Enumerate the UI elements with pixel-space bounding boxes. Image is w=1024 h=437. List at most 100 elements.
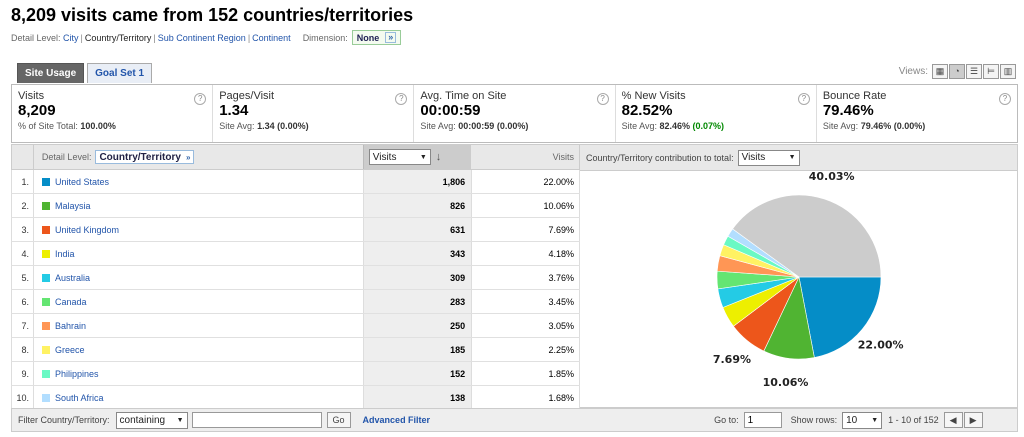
table-footer: Filter Country/Territory: containing ▼ G… <box>11 408 1018 432</box>
metric-sub: Site Avg: 00:00:59 (0.00%) <box>420 121 529 131</box>
percent-cell: 3.45% <box>472 290 580 313</box>
metric-avg-time: Avg. Time on Site 00:00:59 Site Avg: 00:… <box>414 85 616 142</box>
visits-cell: 185 <box>363 338 473 361</box>
goto-label: Go to: <box>714 415 739 425</box>
pie-chart: 22.00% 10.06% 7.69% 40.03% <box>713 170 904 389</box>
visits-cell: 343 <box>363 242 473 265</box>
percent-cell: 3.05% <box>472 314 580 337</box>
filter-go-button[interactable]: Go <box>326 412 351 428</box>
table-row: 1. United States 1,806 22.00% <box>11 170 580 194</box>
performance-view-icon[interactable]: ☰ <box>966 64 982 79</box>
row-index: 2. <box>12 194 34 217</box>
pie-data-label: 7.69% <box>713 353 751 366</box>
chart-header: Country/Territory contribution to total:… <box>580 145 1017 171</box>
metric-pages-visit: Pages/Visit 1.34 Site Avg: 1.34 (0.00%) … <box>213 85 415 142</box>
country-link[interactable]: Philippines <box>54 368 99 379</box>
help-icon[interactable]: ? <box>395 93 408 105</box>
color-swatch <box>41 225 50 234</box>
color-swatch <box>41 393 50 402</box>
dimension-select[interactable]: None » <box>351 30 402 45</box>
data-table: Detail Level: Country/Territory » Visits… <box>11 144 580 410</box>
pie-data-label: 10.06% <box>763 376 809 389</box>
chevron-down-icon: » <box>385 32 397 43</box>
country-link[interactable]: Australia <box>54 272 90 283</box>
page-title: 8,209 visits came from 152 countries/ter… <box>11 5 414 25</box>
metric-value: 79.46% <box>822 102 874 119</box>
pie-slice-other[interactable] <box>732 194 882 278</box>
detail-level-subcontinent[interactable]: Sub Continent Region <box>157 32 246 43</box>
column-header-visits[interactable]: Visits <box>552 152 574 162</box>
row-index: 6. <box>12 290 34 313</box>
metric-value: 00:00:59 <box>420 102 481 119</box>
prev-page-button[interactable]: ◀ <box>943 412 963 428</box>
table-row: 9. Philippines 152 1.85% <box>11 362 580 386</box>
pivot-view-icon[interactable]: ▥ <box>1000 64 1016 79</box>
filter-label: Filter Country/Territory: <box>18 415 110 425</box>
help-icon[interactable]: ? <box>999 93 1012 105</box>
dimension-label: Dimension: <box>302 32 348 43</box>
metric-sub: Site Avg: 79.46% (0.00%) <box>822 121 926 131</box>
metric-value: 8,209 <box>18 102 56 119</box>
filter-mode-select[interactable]: containing ▼ <box>115 411 188 429</box>
country-link[interactable]: South Africa <box>54 392 104 403</box>
table-row: 6. Canada 283 3.45% <box>11 290 580 314</box>
table-row: 5. Australia 309 3.76% <box>11 266 580 290</box>
percent-cell: 3.76% <box>472 266 580 289</box>
comparison-view-icon[interactable]: ⊨ <box>983 64 999 79</box>
country-link[interactable]: Malaysia <box>54 200 91 211</box>
country-link[interactable]: United States <box>54 176 109 187</box>
country-link[interactable]: India <box>54 248 75 259</box>
help-icon[interactable]: ? <box>596 93 609 105</box>
detail-level-city[interactable]: City <box>63 32 79 43</box>
help-icon[interactable]: ? <box>194 93 207 105</box>
table-row: 4. India 343 4.18% <box>11 242 580 266</box>
pie-view-icon[interactable]: ◔ <box>949 64 965 79</box>
next-page-button[interactable]: ▶ <box>963 412 983 428</box>
metrics-summary: Visits 8,209 % of Site Total: 100.00% ? … <box>11 84 1018 143</box>
help-icon[interactable]: ? <box>797 93 810 105</box>
sort-descending-icon[interactable]: ↓ <box>435 151 442 163</box>
table-row: 2. Malaysia 826 10.06% <box>11 194 580 218</box>
color-swatch <box>41 345 50 354</box>
metric-select[interactable]: Visits ▼ <box>368 149 431 165</box>
detail-level-label: Detail Level: <box>11 32 61 43</box>
table-row: 7. Bahrain 250 3.05% <box>11 314 580 338</box>
chart-header-label: Country/Territory contribution to total: <box>586 152 734 163</box>
country-link[interactable]: Canada <box>54 296 87 307</box>
percent-cell: 1.68% <box>472 386 580 409</box>
country-link[interactable]: United Kingdom <box>54 224 120 235</box>
table-view-icon[interactable]: ▦ <box>932 64 948 79</box>
color-swatch <box>41 321 50 330</box>
percent-cell: 2.25% <box>472 338 580 361</box>
filter-input[interactable] <box>191 412 322 428</box>
metric-label: Pages/Visit <box>219 90 275 102</box>
detail-level-continent[interactable]: Continent <box>252 32 291 43</box>
advanced-filter-link[interactable]: Advanced Filter <box>362 415 431 425</box>
chevron-down-icon: » <box>185 152 191 162</box>
row-index: 3. <box>12 218 34 241</box>
detail-level-bar: Detail Level: City | Country/Territory |… <box>11 30 402 45</box>
row-index: 8. <box>12 338 34 361</box>
detail-level-select[interactable]: Country/Territory » <box>95 150 195 164</box>
chart-metric-select[interactable]: Visits ▼ <box>737 149 800 166</box>
tab-goal-set-1[interactable]: Goal Set 1 <box>87 63 153 83</box>
dropdown-arrow-icon: ▼ <box>788 154 796 161</box>
table-row: 8. Greece 185 2.25% <box>11 338 580 362</box>
tab-site-usage[interactable]: Site Usage <box>17 63 85 83</box>
metric-new-visits: % New Visits 82.52% Site Avg: 82.46% (0.… <box>616 85 817 142</box>
goto-input[interactable] <box>743 412 782 428</box>
country-link[interactable]: Greece <box>54 344 85 355</box>
metric-sub: Site Avg: 82.46% (0.07%) <box>621 121 725 131</box>
row-index: 1. <box>12 170 34 193</box>
visits-cell: 250 <box>363 314 473 337</box>
chart-panel: Country/Territory contribution to total:… <box>580 144 1018 408</box>
show-rows-select[interactable]: 10 ▼ <box>842 411 883 429</box>
metric-label: Bounce Rate <box>822 90 887 102</box>
row-index: 7. <box>12 314 34 337</box>
visits-cell: 826 <box>363 194 473 217</box>
visits-cell: 152 <box>363 362 473 385</box>
percent-cell: 10.06% <box>472 194 580 217</box>
country-link[interactable]: Bahrain <box>54 320 86 331</box>
pie-slice-united-states[interactable] <box>798 276 882 358</box>
color-swatch <box>41 273 50 282</box>
